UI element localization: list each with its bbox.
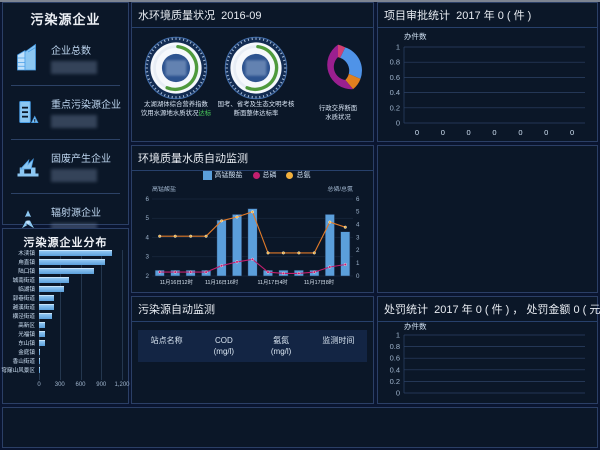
svg-text:11月17日4时: 11月17日4时 — [257, 278, 288, 286]
svg-text:0.6: 0.6 — [390, 73, 400, 82]
svg-text:0.4: 0.4 — [390, 88, 400, 97]
svg-text:11月16日16时: 11月16日16时 — [205, 278, 239, 286]
svg-text:4: 4 — [356, 222, 360, 229]
svg-text:0: 0 — [492, 128, 496, 137]
svg-text:0: 0 — [396, 119, 400, 128]
svg-text:1: 1 — [356, 260, 360, 267]
svg-text:总磷/总氨: 总磷/总氨 — [327, 186, 353, 193]
svg-text:0: 0 — [396, 389, 400, 398]
svg-text:0: 0 — [356, 273, 360, 280]
svg-text:4: 4 — [146, 234, 150, 241]
svg-text:1: 1 — [396, 331, 400, 340]
svg-text:0: 0 — [467, 128, 471, 137]
svg-text:0.2: 0.2 — [390, 103, 400, 112]
svg-text:5: 5 — [146, 215, 150, 222]
svg-text:0.4: 0.4 — [390, 365, 400, 374]
svg-text:0.2: 0.2 — [390, 377, 400, 386]
svg-text:办件数: 办件数 — [404, 31, 427, 41]
svg-text:0.6: 0.6 — [390, 354, 400, 363]
svg-text:11月17日8时: 11月17日8时 — [304, 278, 335, 286]
svg-text:11月16日12时: 11月16日12时 — [160, 278, 194, 286]
svg-text:0: 0 — [415, 128, 419, 137]
svg-text:5: 5 — [356, 209, 360, 216]
svg-text:0: 0 — [441, 128, 445, 137]
svg-text:办件数: 办件数 — [404, 321, 427, 331]
svg-text:1: 1 — [396, 43, 400, 52]
svg-text:0: 0 — [544, 128, 548, 137]
svg-text:2: 2 — [146, 273, 150, 280]
svg-text:0.8: 0.8 — [390, 58, 400, 67]
svg-text:高锰酸盐: 高锰酸盐 — [152, 186, 176, 193]
svg-text:6: 6 — [356, 196, 360, 203]
svg-text:6: 6 — [146, 196, 150, 203]
svg-text:3: 3 — [356, 234, 360, 241]
svg-text:0: 0 — [570, 128, 574, 137]
svg-text:0: 0 — [518, 128, 522, 137]
svg-text:2: 2 — [356, 247, 360, 254]
svg-text:3: 3 — [146, 254, 150, 261]
svg-text:0.8: 0.8 — [390, 342, 400, 351]
